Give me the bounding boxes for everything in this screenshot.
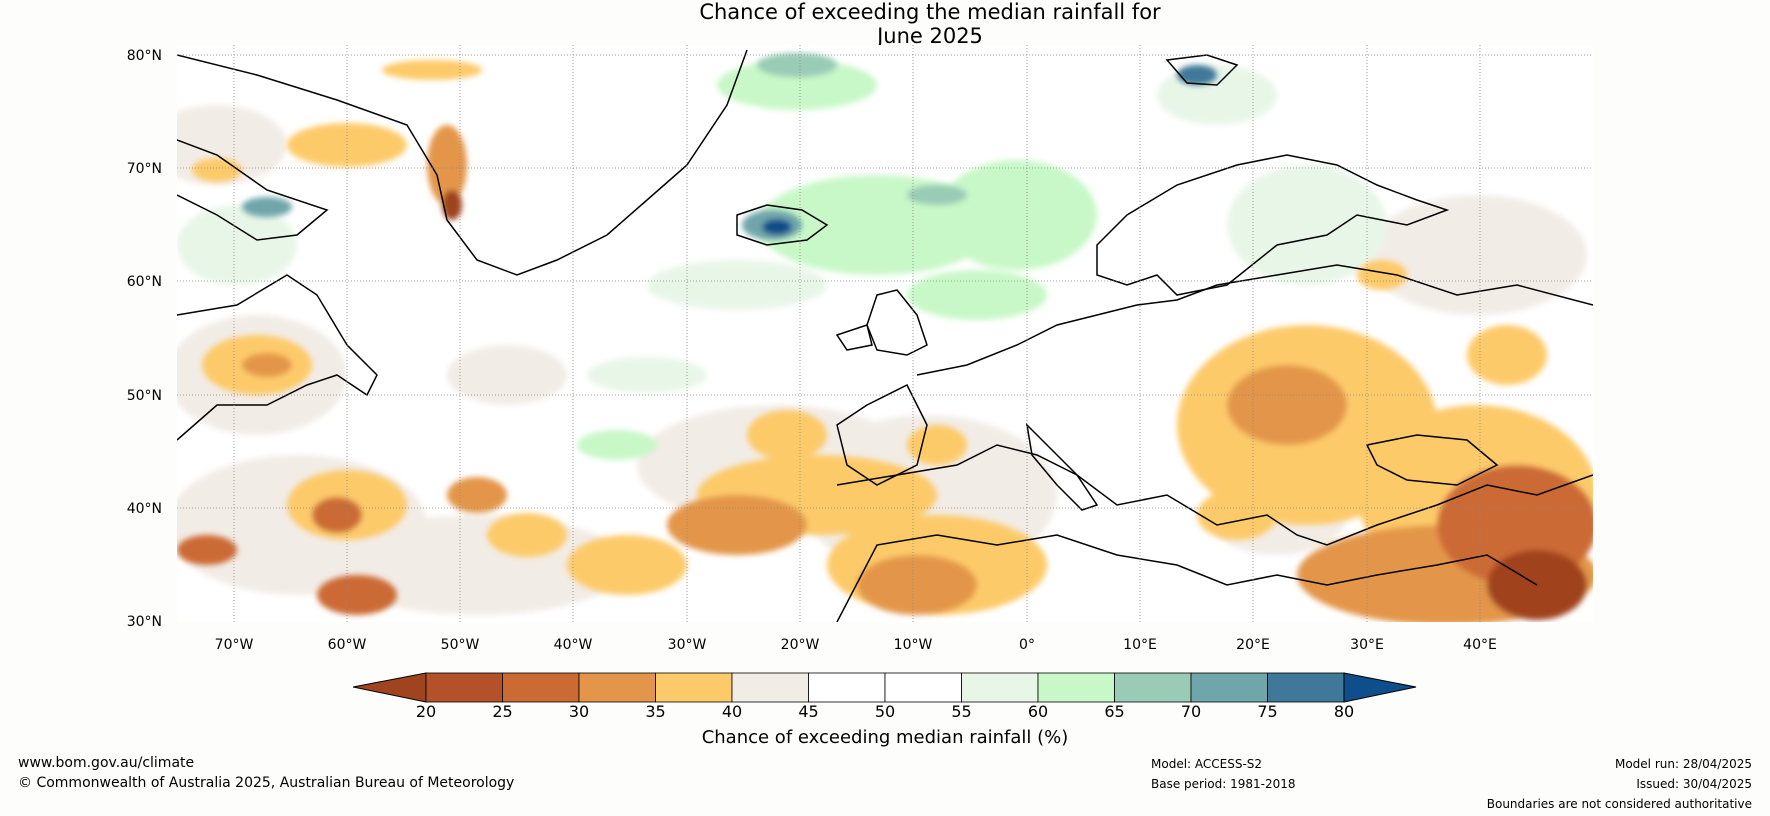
dry-regions (177, 60, 1593, 622)
lat-label-70n: 70°N (126, 161, 162, 177)
colorbar (352, 672, 1417, 704)
colorbar-tick-label: 80 (1333, 702, 1355, 721)
colorbar-box (1114, 672, 1192, 703)
colorbar-tick-label: 25 (492, 702, 513, 721)
footer-url[interactable]: www.bom.gov.au/climate (18, 755, 195, 771)
colorbar-box (502, 672, 580, 703)
lon-label-60w: 60°W (327, 637, 367, 653)
footer-base-period: Base period: 1981-2018 (1151, 777, 1296, 791)
lat-label-80n: 80°N (126, 48, 162, 64)
colorbar-tick-label: 60 (1027, 702, 1049, 721)
colorbar-label: Chance of exceeding median rainfall (%) (701, 727, 1069, 748)
colorbar-box (884, 672, 962, 703)
lon-label-30e: 30°E (1350, 637, 1384, 653)
colorbar-tick-label: 30 (568, 702, 590, 721)
title-line-1: Chance of exceeding the median rainfall … (699, 0, 1161, 24)
map-title: Chance of exceeding the median rainfall … (0, 0, 1770, 48)
gridlines (177, 45, 1593, 622)
colorbar-tick-label: 50 (874, 702, 896, 721)
lon-label-40w: 40°W (553, 637, 593, 653)
footer-copyright: © Commonwealth of Australia 2025, Austra… (18, 775, 515, 791)
footer-issued: Issued: 30/04/2025 (1636, 777, 1752, 791)
colorbar-box (655, 672, 733, 703)
coastlines (177, 49, 1593, 622)
colorbar-box (731, 672, 809, 703)
footer-disclaimer: Boundaries are not considered authoritat… (1486, 797, 1752, 811)
colorbar-tick-label: 45 (798, 702, 819, 721)
lat-label-60n: 60°N (126, 274, 162, 290)
footer-model: Model: ACCESS-S2 (1151, 757, 1263, 771)
colorbar-extend-high (1343, 672, 1417, 703)
colorbar-tick-label: 40 (721, 702, 743, 721)
lon-label-20w: 20°W (780, 637, 820, 653)
lon-label-70w: 70°W (214, 637, 254, 653)
colorbar-box (1037, 672, 1115, 703)
lat-label-30n: 30°N (126, 614, 162, 630)
colorbar-tick-label: 75 (1257, 702, 1278, 721)
colorbar-box (1267, 672, 1345, 703)
colorbar-tick-label: 65 (1104, 702, 1125, 721)
lat-label-40n: 40°N (126, 501, 162, 517)
map-svg (177, 45, 1593, 622)
colorbar-tick-label: 20 (415, 702, 437, 721)
colorbar-box (961, 672, 1039, 703)
colorbar-box (1190, 672, 1268, 703)
lon-label-40e: 40°E (1463, 637, 1497, 653)
lon-label-10w: 10°W (893, 637, 933, 653)
lat-label-50n: 50°N (126, 388, 162, 404)
map-area (177, 45, 1593, 622)
colorbar-tick-label: 55 (951, 702, 972, 721)
footer-model-run: Model run: 28/04/2025 (1614, 757, 1752, 771)
lon-label-20e: 20°E (1236, 637, 1270, 653)
lon-label-50w: 50°W (440, 637, 480, 653)
colorbar-tick-label: 35 (645, 702, 666, 721)
lon-label-30w: 30°W (667, 637, 707, 653)
colorbar-svg (352, 672, 1417, 703)
colorbar-tick-label: 70 (1180, 702, 1202, 721)
colorbar-box (808, 672, 886, 703)
green-regions (177, 60, 1387, 460)
lon-label-10e: 10°E (1123, 637, 1157, 653)
lon-label-0: 0° (1019, 637, 1035, 653)
title-line-2: June 2025 (877, 24, 983, 48)
colorbar-extend-low (352, 672, 427, 703)
wet-hotspots (242, 53, 1217, 240)
colorbar-box (578, 672, 656, 703)
colorbar-box (425, 672, 503, 703)
